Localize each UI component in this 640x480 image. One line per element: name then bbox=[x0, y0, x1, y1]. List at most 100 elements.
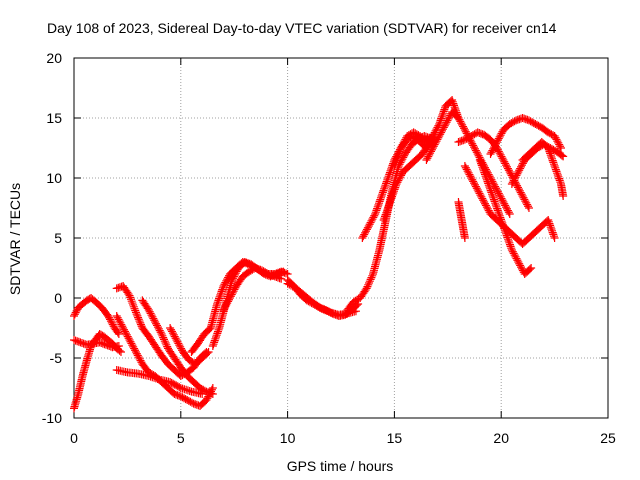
data-point bbox=[125, 336, 134, 344]
data-point bbox=[365, 279, 374, 287]
data-point bbox=[548, 154, 557, 163]
data-point bbox=[120, 327, 129, 336]
x-axis-label: GPS time / hours bbox=[287, 458, 394, 474]
data-point bbox=[228, 274, 237, 283]
data-point bbox=[71, 308, 80, 317]
data-point bbox=[478, 163, 487, 172]
data-point bbox=[375, 199, 384, 208]
series-track-22 bbox=[454, 198, 469, 242]
data-point bbox=[230, 270, 239, 279]
data-point bbox=[134, 313, 143, 322]
data-point bbox=[173, 337, 182, 346]
data-point bbox=[384, 201, 393, 210]
data-point bbox=[231, 269, 240, 278]
data-point bbox=[498, 196, 507, 205]
data-point bbox=[504, 166, 513, 175]
data-point bbox=[382, 177, 391, 186]
data-point bbox=[488, 146, 497, 155]
data-point bbox=[497, 194, 506, 203]
data-point bbox=[232, 267, 241, 276]
data-point bbox=[432, 137, 441, 146]
data-point bbox=[502, 203, 511, 212]
data-point bbox=[546, 223, 555, 232]
data-point bbox=[514, 168, 523, 176]
data-point bbox=[394, 176, 403, 185]
data-point bbox=[219, 306, 228, 314]
data-point bbox=[488, 192, 497, 200]
y-tick-label: 5 bbox=[54, 230, 62, 246]
series-track-23 bbox=[486, 114, 566, 158]
data-point bbox=[553, 171, 562, 179]
data-point bbox=[218, 285, 227, 294]
data-point bbox=[549, 230, 558, 239]
data-point bbox=[225, 295, 234, 304]
data-point bbox=[368, 271, 377, 280]
data-point bbox=[474, 187, 483, 196]
data-point bbox=[385, 199, 394, 208]
data-point bbox=[513, 183, 522, 192]
data-point bbox=[168, 329, 177, 338]
series-track-1 bbox=[70, 294, 123, 338]
data-point bbox=[494, 189, 503, 198]
data-point bbox=[504, 237, 513, 245]
data-point bbox=[505, 238, 514, 247]
data-point bbox=[423, 154, 432, 163]
data-point bbox=[494, 147, 503, 156]
data-point bbox=[395, 147, 404, 156]
data-point bbox=[114, 342, 123, 350]
data-point bbox=[438, 111, 447, 119]
data-point bbox=[559, 152, 568, 161]
data-point bbox=[524, 204, 533, 212]
data-point bbox=[508, 178, 517, 187]
data-marks bbox=[70, 96, 568, 413]
data-point bbox=[501, 201, 510, 210]
data-point bbox=[134, 315, 143, 324]
data-point bbox=[222, 300, 231, 309]
data-point bbox=[479, 196, 488, 205]
data-point bbox=[213, 329, 222, 338]
data-point bbox=[363, 223, 372, 232]
data-point bbox=[469, 141, 478, 150]
data-point bbox=[548, 228, 557, 237]
data-point bbox=[496, 213, 505, 222]
x-tick-label: 0 bbox=[70, 430, 78, 446]
data-point bbox=[545, 219, 554, 228]
data-point bbox=[510, 174, 519, 183]
data-point bbox=[215, 294, 224, 303]
data-point bbox=[553, 137, 562, 146]
data-point bbox=[396, 144, 405, 152]
data-point bbox=[445, 113, 454, 122]
data-point bbox=[209, 340, 218, 349]
data-point bbox=[105, 313, 114, 322]
data-point bbox=[427, 145, 436, 154]
data-point bbox=[133, 351, 142, 360]
data-point bbox=[440, 121, 449, 130]
data-point bbox=[396, 145, 405, 154]
data-point bbox=[107, 318, 116, 327]
data-point bbox=[117, 320, 126, 329]
data-point bbox=[470, 143, 479, 152]
data-point bbox=[498, 220, 507, 229]
series-track-21 bbox=[475, 156, 536, 278]
data-point bbox=[475, 189, 484, 198]
data-point bbox=[381, 210, 390, 219]
data-point bbox=[484, 179, 493, 188]
data-point bbox=[104, 312, 113, 320]
data-point bbox=[481, 172, 490, 181]
data-point bbox=[555, 176, 564, 185]
data-point bbox=[450, 103, 459, 112]
data-point bbox=[486, 186, 495, 195]
data-point bbox=[152, 321, 161, 330]
data-point bbox=[500, 224, 509, 233]
data-point bbox=[491, 199, 500, 208]
data-point bbox=[380, 214, 389, 223]
data-point bbox=[443, 116, 452, 125]
data-point bbox=[208, 342, 217, 350]
data-point bbox=[449, 101, 458, 110]
data-point bbox=[502, 162, 511, 171]
data-point bbox=[482, 174, 491, 182]
data-point bbox=[427, 147, 436, 156]
data-point bbox=[474, 151, 483, 160]
x-tick-label: 10 bbox=[280, 430, 296, 446]
data-point bbox=[544, 216, 553, 224]
